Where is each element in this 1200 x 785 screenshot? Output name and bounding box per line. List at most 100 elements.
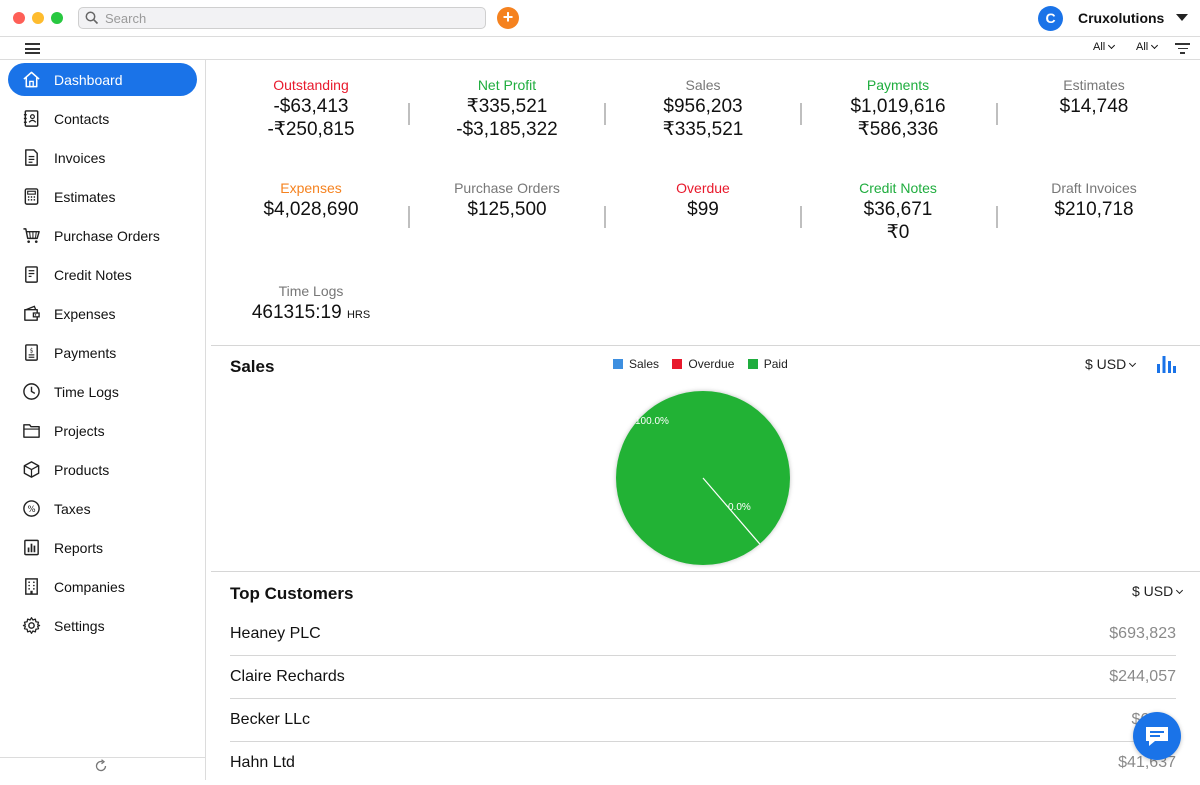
stat-net-profit[interactable]: Net Profit ₹335,521 -$3,185,322 [412, 77, 602, 141]
stat-value: -$3,185,322 [456, 119, 558, 140]
sales-pie-chart[interactable]: 100.0% 0.0% [608, 383, 798, 573]
customer-name: Claire Rechards [230, 668, 345, 685]
stat-value: ₹0 [886, 222, 910, 243]
title-bar: + C Cruxolutions [0, 0, 1200, 37]
stat-value: ₹335,521 [662, 119, 744, 140]
sidebar-item-invoices[interactable]: Invoices [8, 141, 197, 174]
stat-value-number: 461315:19 [251, 302, 342, 323]
sidebar-item-label: Projects [54, 423, 105, 439]
stat-label: Outstanding [273, 77, 349, 93]
customer-row[interactable]: Hahn Ltd $41,637 [230, 742, 1176, 785]
toolbar: All All [0, 37, 1200, 60]
stat-value: $210,718 [1054, 199, 1134, 220]
sidebar-item-products[interactable]: Products [8, 453, 197, 486]
stat-label: Expenses [280, 180, 342, 196]
legend-label: Paid [763, 357, 788, 371]
credit-note-icon [25, 266, 38, 283]
legend-item-overdue[interactable]: Overdue [672, 357, 734, 371]
organization-name[interactable]: Cruxolutions [1078, 10, 1165, 26]
add-new-button[interactable]: + [497, 7, 519, 29]
stat-time-logs[interactable]: Time Logs 461315:19 HRS [216, 283, 406, 327]
filter-icon[interactable] [1175, 43, 1190, 54]
zoom-window-button[interactable] [51, 12, 63, 24]
sidebar-item-label: Credit Notes [54, 267, 132, 283]
stat-value: $14,748 [1059, 96, 1129, 117]
top-customers-title: Top Customers [230, 584, 354, 603]
customer-row[interactable]: Becker LLc $65,... [230, 699, 1176, 742]
sidebar-item-estimates[interactable]: Estimates [8, 180, 197, 213]
clock-icon [23, 383, 40, 400]
sales-currency-label: $ USD [1085, 356, 1127, 372]
stat-divider [996, 206, 998, 228]
sidebar-item-credit-notes[interactable]: Credit Notes [8, 258, 197, 291]
sales-currency-select[interactable]: $ USD [1085, 356, 1137, 372]
sidebar-item-dashboard[interactable]: Dashboard [8, 63, 197, 96]
sidebar-item-label: Reports [54, 540, 104, 556]
stat-value: $125,500 [467, 199, 547, 220]
minimize-window-button[interactable] [32, 12, 44, 24]
customer-row[interactable]: Claire Rechards $244,057 [230, 656, 1176, 699]
svg-text:$: $ [30, 349, 34, 355]
stat-draft-invoices[interactable]: Draft Invoices $210,718 [999, 180, 1189, 221]
sidebar: Dashboard Contacts Invoices Estimates Pu… [0, 60, 206, 780]
stat-label: Estimates [1063, 77, 1125, 93]
hamburger-menu-icon[interactable] [25, 43, 40, 54]
legend-swatch [747, 359, 758, 369]
home-icon [23, 71, 40, 88]
chat-support-button[interactable] [1133, 712, 1181, 760]
sidebar-item-expenses[interactable]: Expenses [8, 297, 197, 330]
sidebar-item-contacts[interactable]: Contacts [8, 102, 197, 135]
customers-currency-select[interactable]: $ USD [1132, 583, 1184, 599]
stat-estimates[interactable]: Estimates $14,748 [999, 77, 1189, 118]
filter-select-1[interactable]: All [1093, 41, 1116, 53]
stat-value: ₹586,336 [857, 119, 939, 140]
sidebar-item-payments[interactable]: $ Payments [8, 336, 197, 369]
stat-sales[interactable]: Sales $956,203 ₹335,521 [608, 77, 798, 141]
legend-item-sales[interactable]: Sales [613, 357, 659, 371]
legend-label: Sales [629, 357, 660, 371]
sidebar-item-reports[interactable]: Reports [8, 531, 197, 564]
stat-overdue[interactable]: Overdue $99 [608, 180, 798, 221]
sidebar-item-label: Companies [54, 579, 125, 595]
close-window-button[interactable] [13, 12, 25, 24]
chevron-down-icon [1108, 41, 1116, 50]
filter-select-2-label: All [1136, 41, 1149, 53]
sidebar-item-time-logs[interactable]: Time Logs [8, 375, 197, 408]
search-box[interactable] [78, 7, 486, 29]
calculator-icon [24, 188, 39, 205]
refresh-icon[interactable] [94, 759, 108, 773]
stat-divider [604, 206, 606, 228]
stat-label: Net Profit [477, 77, 537, 93]
sidebar-item-projects[interactable]: Projects [8, 414, 197, 447]
customer-row[interactable]: Heaney PLC $693,823 [230, 613, 1176, 656]
plus-icon: + [502, 7, 514, 27]
sidebar-item-taxes[interactable]: % Taxes [8, 492, 197, 525]
stat-divider [604, 103, 606, 125]
contacts-book-icon [23, 110, 39, 127]
avatar[interactable]: C [1038, 6, 1063, 31]
sidebar-item-purchase-orders[interactable]: Purchase Orders [8, 219, 197, 252]
caret-down-icon[interactable] [1176, 14, 1188, 21]
chevron-down-icon [1151, 41, 1159, 50]
stat-value: -$63,413 [273, 96, 349, 117]
search-icon [85, 11, 99, 25]
legend-item-paid[interactable]: Paid [747, 357, 788, 371]
stat-credit-notes[interactable]: Credit Notes $36,671 ₹0 [803, 180, 993, 244]
stat-outstanding[interactable]: Outstanding -$63,413 -₹250,815 [216, 77, 406, 141]
pie-slice-boundary [702, 477, 761, 545]
chevron-down-icon [1129, 359, 1137, 368]
invoice-document-icon [25, 149, 38, 166]
sidebar-item-label: Settings [54, 618, 105, 634]
stat-value: $99 [687, 199, 719, 220]
sidebar-item-companies[interactable]: Companies [8, 570, 197, 603]
sidebar-item-label: Contacts [54, 111, 110, 127]
search-input[interactable] [105, 10, 475, 26]
bar-chart-toggle-icon[interactable] [1156, 356, 1176, 373]
sidebar-item-settings[interactable]: Settings [8, 609, 197, 642]
percent-icon: % [23, 500, 40, 517]
stat-expenses[interactable]: Expenses $4,028,690 [216, 180, 406, 221]
folder-icon [23, 424, 40, 438]
stat-purchase-orders[interactable]: Purchase Orders $125,500 [412, 180, 602, 221]
filter-select-2[interactable]: All [1136, 41, 1159, 53]
stat-payments[interactable]: Payments $1,019,616 ₹586,336 [803, 77, 993, 141]
